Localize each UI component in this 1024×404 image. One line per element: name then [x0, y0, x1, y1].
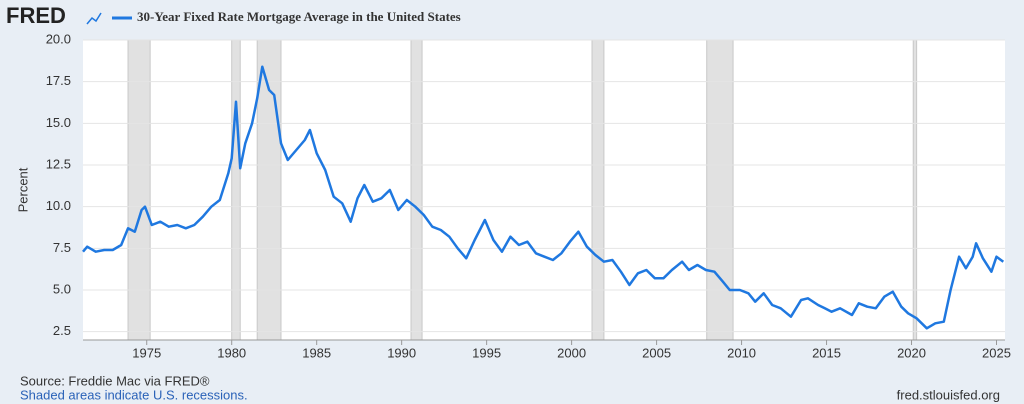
legend-label: 30-Year Fixed Rate Mortgage Average in t…	[137, 9, 461, 24]
recession-band	[127, 39, 151, 341]
recession-band	[256, 39, 282, 341]
x-tick-label: 2015	[812, 345, 841, 360]
y-tick-label: 5.0	[53, 281, 71, 296]
recession-band	[410, 39, 423, 341]
y-tick-label: 12.5	[46, 156, 71, 171]
x-tick-label: 1975	[132, 345, 161, 360]
y-tick-label: 15.0	[46, 115, 71, 130]
y-axis-label: Percent	[15, 167, 30, 212]
source: Source: Freddie Mac via FRED®	[20, 373, 210, 388]
recession-band	[912, 39, 918, 341]
recession-band	[591, 39, 605, 341]
y-tick-label: 2.5	[53, 323, 71, 338]
x-tick-label: 1990	[387, 345, 416, 360]
x-tick-label: 2000	[557, 345, 586, 360]
x-tick-label: 2025	[982, 345, 1011, 360]
x-tick-label: 2005	[642, 345, 671, 360]
x-tick-label: 1985	[302, 345, 331, 360]
x-tick-label: 1995	[472, 345, 501, 360]
x-tick-label: 2010	[727, 345, 756, 360]
x-tick-label: 1980	[217, 345, 246, 360]
y-tick-label: 7.5	[53, 240, 71, 255]
recession-note[interactable]: Shaded areas indicate U.S. recessions.	[20, 387, 248, 402]
x-tick-label: 2020	[897, 345, 926, 360]
series-line	[82, 65, 1005, 330]
logo-icon	[86, 12, 102, 25]
y-tick-label: 17.5	[46, 73, 71, 88]
recession-band	[706, 39, 734, 341]
plot-area	[83, 40, 1005, 340]
y-tick-label: 20.0	[46, 31, 71, 46]
logo[interactable]: FRED	[6, 3, 66, 28]
recession-band	[231, 39, 241, 341]
y-tick-label: 10.0	[46, 198, 71, 213]
site[interactable]: fred.stlouisfed.org	[897, 387, 1000, 402]
